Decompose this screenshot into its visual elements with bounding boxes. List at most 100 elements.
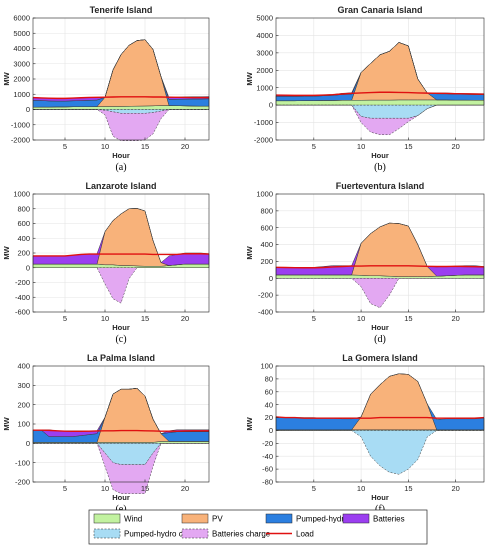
y-tick-label: 2000 <box>13 75 30 84</box>
y-tick-label: 20 <box>265 413 273 422</box>
axes-box <box>275 365 485 483</box>
y-tick-label: 4000 <box>13 44 30 53</box>
x-tick-label: 15 <box>404 142 412 151</box>
y-tick-label: -400 <box>15 293 30 302</box>
y-tick-label: 1000 <box>256 190 273 199</box>
x-axis-label: Hour <box>112 151 130 160</box>
panel-sublabel: (c) <box>115 334 126 345</box>
y-tick-label: 200 <box>17 249 30 258</box>
x-tick-label: 20 <box>181 484 189 493</box>
legend-label-load: Load <box>296 530 314 539</box>
y-tick-label: -20 <box>262 439 273 448</box>
x-tick-label: 15 <box>141 142 149 151</box>
x-tick-label: 5 <box>312 142 316 151</box>
panel-sublabel: (d) <box>374 334 386 345</box>
y-tick-label: 60 <box>265 387 273 396</box>
x-axis-label: Hour <box>112 493 130 502</box>
panel-sublabel: (e) <box>115 504 126 515</box>
panel-title: Lanzarote Island <box>85 181 156 191</box>
y-tick-label: -2000 <box>11 136 30 145</box>
panel-3: -600 -400 -200 0 200 400 600 800 1000 5 10 15 20 Lanz… <box>2 181 210 345</box>
load-line <box>275 416 485 419</box>
x-tick-label: 20 <box>181 314 189 323</box>
y-tick-label: 0 <box>26 105 30 114</box>
x-tick-label: 5 <box>63 142 67 151</box>
y-tick-label: 800 <box>260 206 273 215</box>
panel-sublabel: (f) <box>375 504 385 515</box>
load-line <box>33 253 210 257</box>
x-tick-label: 10 <box>357 314 365 323</box>
y-tick-label: -1000 <box>11 120 30 129</box>
y-tick-label: 200 <box>17 400 30 409</box>
y-tick-label: 0 <box>26 439 30 448</box>
legend-box <box>88 509 428 545</box>
y-axis-label: MW <box>245 416 254 430</box>
y-tick-label: -400 <box>258 308 273 317</box>
panel-5: -200 -100 0 100 200 300 400 5 10 15 20 La Palma Isl… <box>2 353 210 515</box>
x-tick-label: 5 <box>63 484 67 493</box>
x-tick-label: 15 <box>141 314 149 323</box>
panel-title: Tenerife Island <box>90 5 153 15</box>
legend-swatch-batteries_charge <box>181 528 209 539</box>
batteries-charge-area <box>33 267 209 304</box>
y-tick-label: 3000 <box>256 48 273 57</box>
x-axis-label: Hour <box>112 323 130 332</box>
y-tick-label: 200 <box>260 257 273 266</box>
y-tick-label: 5000 <box>13 29 30 38</box>
y-tick-label: -600 <box>15 308 30 317</box>
y-tick-label: -1000 <box>254 118 273 127</box>
x-tick-label: 5 <box>312 314 316 323</box>
y-tick-label: 80 <box>265 374 273 383</box>
y-axis-label: MW <box>2 245 11 259</box>
legend-swatch-wind <box>93 513 121 524</box>
pumped-hydro-charge-area <box>33 109 209 114</box>
y-tick-label: 2000 <box>256 66 273 75</box>
pumped-hydro-charge-area <box>276 430 484 475</box>
y-tick-label: 0 <box>269 274 273 283</box>
y-tick-label: 300 <box>17 381 30 390</box>
x-tick-label: 10 <box>357 142 365 151</box>
x-tick-label: 20 <box>451 142 459 151</box>
legend-label-pv: PV <box>212 515 223 524</box>
legend-swatch-pv <box>181 513 209 524</box>
y-tick-label: 4000 <box>256 31 273 40</box>
x-axis-label: Hour <box>371 323 389 332</box>
y-tick-label: -80 <box>262 478 273 487</box>
y-tick-label: 400 <box>17 362 30 371</box>
batteries-charge-area <box>33 109 209 142</box>
x-tick-label: 10 <box>101 142 109 151</box>
y-tick-label: 6000 <box>13 14 30 23</box>
y-tick-label: 1000 <box>256 83 273 92</box>
legend-label-batteries: Batteries <box>373 515 405 524</box>
x-tick-label: 10 <box>101 314 109 323</box>
y-tick-label: 0 <box>269 426 273 435</box>
y-tick-label: 400 <box>260 240 273 249</box>
x-tick-label: 10 <box>357 484 365 493</box>
x-tick-label: 15 <box>404 484 412 493</box>
y-tick-label: 5000 <box>256 14 273 23</box>
batteries-charge-area <box>33 443 209 494</box>
y-tick-label: 3000 <box>13 59 30 68</box>
axes-box <box>275 17 485 141</box>
y-axis-label: MW <box>2 416 11 430</box>
y-tick-label: 600 <box>260 223 273 232</box>
y-tick-label: 400 <box>17 234 30 243</box>
load-line <box>275 91 485 97</box>
legend-swatch-pumped_hydro <box>265 513 293 524</box>
panel-1: -2000 -1000 0 1000 2000 3000 4000 5000 6000 5 10 15… <box>2 5 210 173</box>
x-axis-label: Hour <box>371 493 389 502</box>
y-tick-label: 100 <box>260 362 273 371</box>
x-tick-label: 15 <box>404 314 412 323</box>
y-tick-label: -60 <box>262 465 273 474</box>
x-tick-label: 15 <box>141 484 149 493</box>
panel-4: -400 -200 0 200 400 600 800 1000 5 10 15 20 Fuerteve… <box>245 181 485 345</box>
y-tick-label: 1000 <box>13 90 30 99</box>
x-tick-label: 20 <box>451 314 459 323</box>
legend-swatch-batteries <box>342 513 370 524</box>
panel-2: -2000 -1000 0 1000 2000 3000 4000 5000 5 10 15 20 Gr… <box>245 5 485 173</box>
y-tick-label: 0 <box>26 263 30 272</box>
y-axis-label: MW <box>245 71 254 85</box>
legend-label-wind: Wind <box>124 515 142 524</box>
